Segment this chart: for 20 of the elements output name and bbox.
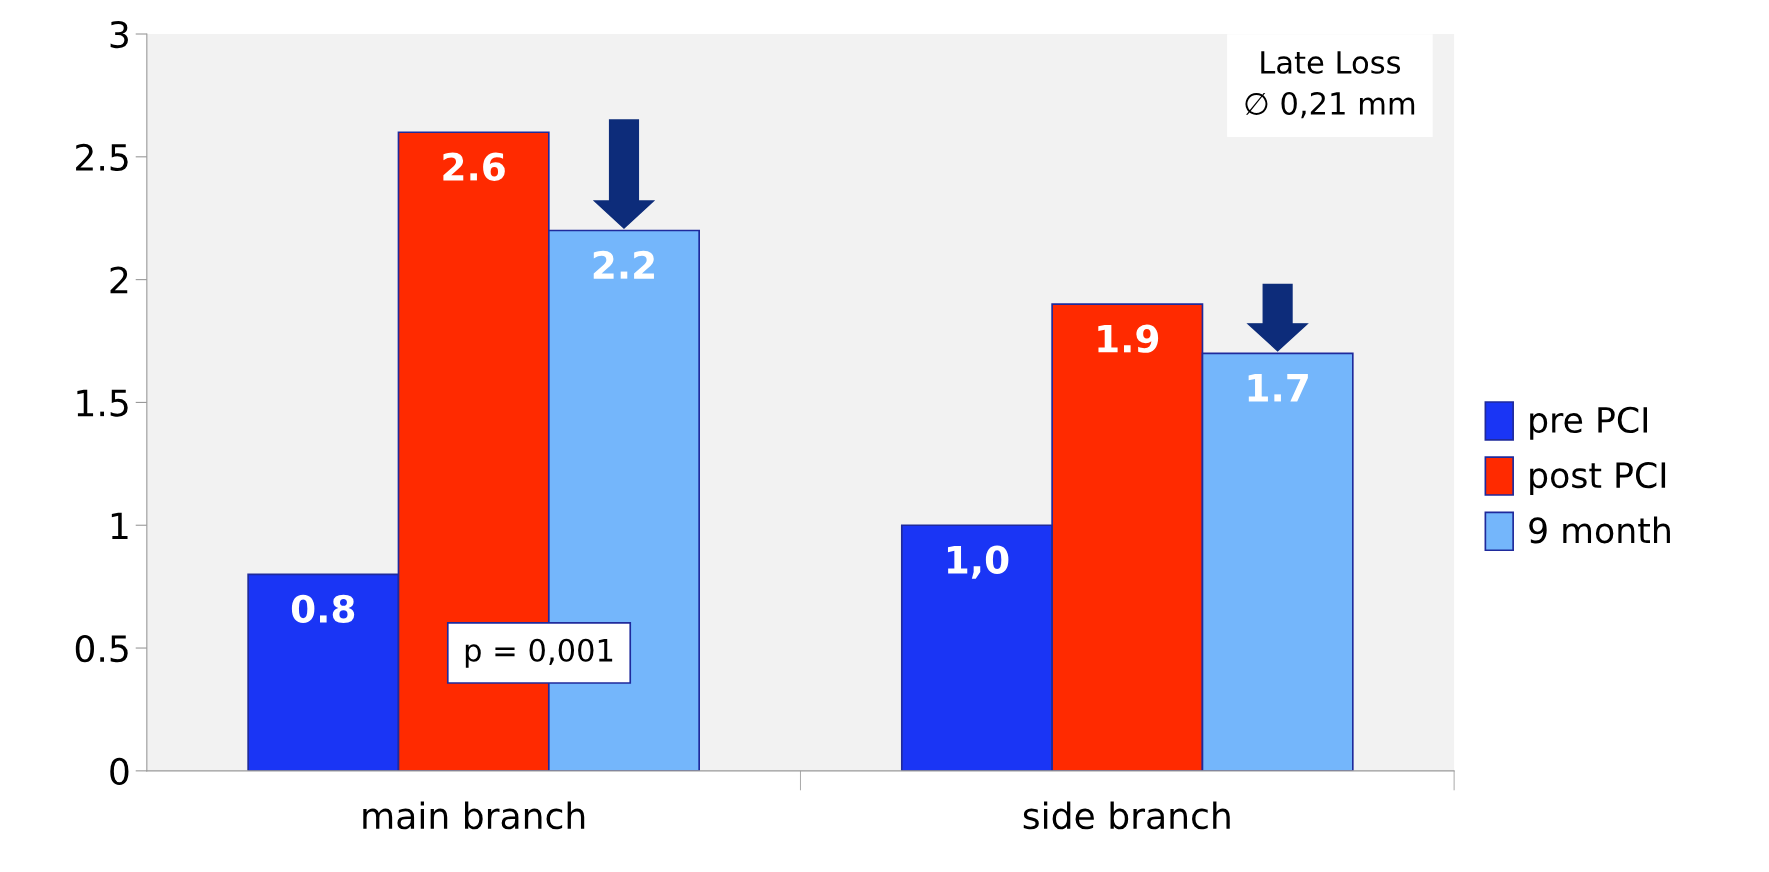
data-label: 1.7 [1248, 374, 1308, 402]
data-label: 2.2 [593, 250, 654, 279]
y-tick-label: 2.5 [76, 143, 128, 172]
data-label: 0.8 [291, 594, 355, 624]
legend-label: post PCI [1530, 461, 1666, 495]
y-tick-label: 1 [111, 512, 128, 539]
annotation: Late Loss ∅ 0,21 mm [1245, 51, 1415, 119]
x-tick-label: main branch [363, 801, 585, 830]
legend-label: 9 month [1529, 516, 1670, 544]
y-tick-label: 1.5 [77, 389, 128, 417]
annotation: p = 0,001 [465, 638, 613, 668]
x-tick-label: side branch [1023, 801, 1230, 830]
y-tick-label: 0 [110, 757, 129, 786]
y-tick-label: 2 [110, 266, 128, 294]
y-tick-label: 0.5 [75, 634, 128, 663]
y-tick-label: 3 [110, 20, 128, 49]
legend-label: pre PCI [1530, 406, 1647, 440]
data-label: 2.6 [443, 152, 505, 181]
data-label: 1.9 [1098, 324, 1159, 353]
data-label: 1,0 [947, 545, 1009, 579]
